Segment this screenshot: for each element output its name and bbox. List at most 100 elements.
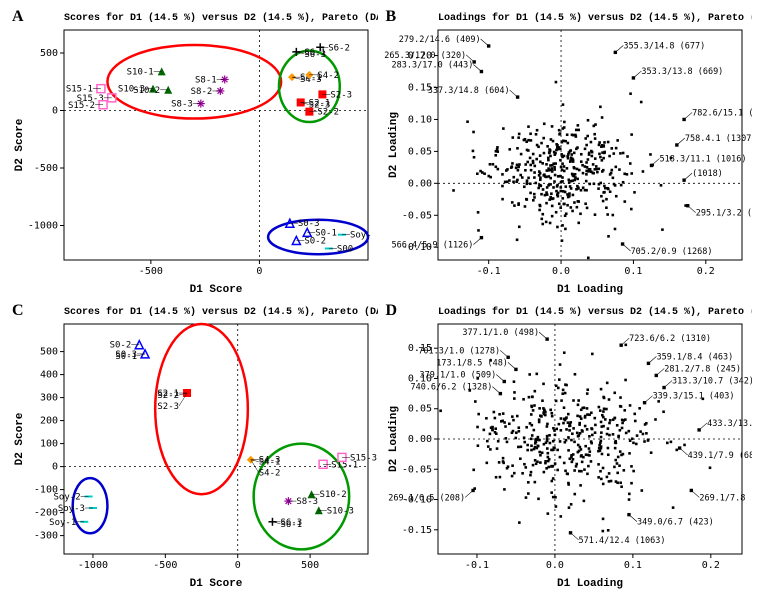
chart-b: Loadings for D1 (14.5 %) versus D2 (14.5… xyxy=(382,8,752,298)
svg-text:269.1/7.8 (206): 269.1/7.8 (206) xyxy=(699,493,752,503)
svg-text:0: 0 xyxy=(256,266,262,277)
svg-text:359.1/8.4 (463): 359.1/8.4 (463) xyxy=(656,352,733,362)
svg-text:Soy-3: Soy-3 xyxy=(58,504,85,514)
svg-text:S2-2: S2-2 xyxy=(317,108,339,118)
svg-text:723.6/6.2 (1310): 723.6/6.2 (1310) xyxy=(629,334,711,344)
chart-d: Loadings for D1 (14.5 %) versus D2 (14.5… xyxy=(382,302,752,592)
svg-text:355.3/14.8 (677): 355.3/14.8 (677) xyxy=(623,41,705,51)
panel-letter-a: A xyxy=(12,8,24,26)
svg-text:283.3/17.0 (443): 283.3/17.0 (443) xyxy=(391,61,473,71)
svg-text:D2 Loading: D2 Loading xyxy=(388,405,400,471)
svg-text:377.1/1.0 (498): 377.1/1.0 (498) xyxy=(462,328,539,338)
svg-text:400: 400 xyxy=(40,369,58,380)
svg-text:0: 0 xyxy=(235,560,241,571)
svg-text:S0-1: S0-1 xyxy=(115,351,137,361)
svg-text:S4-2: S4-2 xyxy=(259,468,281,478)
svg-text:D1 Score: D1 Score xyxy=(190,578,243,590)
svg-text:-500: -500 xyxy=(153,560,177,571)
svg-text:0.00: 0.00 xyxy=(407,178,431,189)
svg-text:349.0/6.7 (423): 349.0/6.7 (423) xyxy=(636,517,713,527)
svg-text:S8-3: S8-3 xyxy=(171,100,193,110)
svg-text:Loadings for D1 (14.5 %) versu: Loadings for D1 (14.5 %) versus D2 (14.5… xyxy=(438,12,752,24)
chart-c: Scores for D1 (14.5 %) versus D2 (14.5 %… xyxy=(8,302,378,592)
svg-text:D2 Loading: D2 Loading xyxy=(388,112,400,178)
svg-text:D2 Score: D2 Score xyxy=(14,118,26,171)
svg-text:0.10: 0.10 xyxy=(407,114,431,125)
panel-letter-b: B xyxy=(386,8,397,26)
svg-text:500: 500 xyxy=(40,346,58,357)
svg-text:701.3/1.0 (1278): 701.3/1.0 (1278) xyxy=(418,346,500,356)
svg-text:0.1: 0.1 xyxy=(624,266,642,277)
svg-text:-0.15: -0.15 xyxy=(401,524,431,535)
svg-text:Soy-: Soy- xyxy=(350,231,372,241)
svg-text:S2-3: S2-3 xyxy=(330,90,352,100)
panel-grid: A Scores for D1 (14.5 %) versus D2 (14.5… xyxy=(8,8,755,595)
svg-text:353.3/13.8 (669): 353.3/13.8 (669) xyxy=(641,67,723,77)
svg-text:Soy-2: Soy-2 xyxy=(54,492,81,502)
svg-text:0: 0 xyxy=(52,106,58,117)
svg-text:S0-2: S0-2 xyxy=(304,236,326,246)
svg-text:433.3/13.1 (853): 433.3/13.1 (853) xyxy=(707,418,752,428)
svg-text:0.0: 0.0 xyxy=(552,266,570,277)
svg-text:S2-2: S2-2 xyxy=(157,391,179,401)
svg-text:758.4.1 (1307): 758.4.1 (1307) xyxy=(684,134,751,144)
svg-text:-500: -500 xyxy=(139,266,163,277)
panel-letter-d: D xyxy=(386,302,398,320)
svg-text:D1 Loading: D1 Loading xyxy=(556,284,622,296)
svg-text:Soy-1: Soy-1 xyxy=(49,517,76,527)
svg-text:0.00: 0.00 xyxy=(407,434,431,445)
svg-text:S8-2: S8-2 xyxy=(191,87,213,97)
svg-text:Scores for D1 (14.5 %) versus: Scores for D1 (14.5 %) versus D2 (14.5 %… xyxy=(64,12,378,24)
svg-text:D2 Score: D2 Score xyxy=(14,412,26,465)
svg-text:S15-3: S15-3 xyxy=(350,453,377,463)
svg-text:S0-3: S0-3 xyxy=(298,219,320,229)
svg-text:S2-3: S2-3 xyxy=(157,402,179,412)
svg-text:705.2/0.9 (1268): 705.2/0.9 (1268) xyxy=(630,247,712,257)
svg-text:S6-2: S6-2 xyxy=(328,43,350,53)
panel-letter-c: C xyxy=(12,302,24,320)
svg-text:S10-2: S10-2 xyxy=(320,490,347,500)
svg-text:S8-3: S8-3 xyxy=(296,497,318,507)
svg-text:S4-2: S4-2 xyxy=(317,71,339,81)
svg-text:S8-1: S8-1 xyxy=(195,75,217,85)
svg-text:S10-2: S10-2 xyxy=(133,86,160,96)
svg-text:0.05: 0.05 xyxy=(407,403,431,414)
svg-text:S10-1: S10-1 xyxy=(127,67,154,77)
panel-b: B Loadings for D1 (14.5 %) versus D2 (14… xyxy=(382,8,756,302)
svg-text:S10-3: S10-3 xyxy=(327,506,354,516)
svg-text:0.2: 0.2 xyxy=(696,266,714,277)
svg-text:500: 500 xyxy=(40,48,58,59)
panel-a: A Scores for D1 (14.5 %) versus D2 (14.5… xyxy=(8,8,382,302)
svg-text:D1 Loading: D1 Loading xyxy=(556,578,622,590)
svg-text:173.1/8.5 (48): 173.1/8.5 (48) xyxy=(436,358,508,368)
chart-a: Scores for D1 (14.5 %) versus D2 (14.5 %… xyxy=(8,8,378,298)
svg-text:279.2/14.6 (409): 279.2/14.6 (409) xyxy=(398,35,480,45)
svg-text:339.3/15.1 (403): 339.3/15.1 (403) xyxy=(652,391,734,401)
svg-text:0: 0 xyxy=(52,461,58,472)
svg-text:0.1: 0.1 xyxy=(623,560,641,571)
svg-text:782.6/15.1 (1355): 782.6/15.1 (1355) xyxy=(692,108,752,118)
svg-text:S15-2: S15-2 xyxy=(68,101,95,111)
svg-text:313.3/10.7 (342): 313.3/10.7 (342) xyxy=(672,376,752,386)
svg-text:S00: S00 xyxy=(337,245,353,255)
svg-text:Scores for D1 (14.5 %) versus: Scores for D1 (14.5 %) versus D2 (14.5 %… xyxy=(64,306,378,318)
svg-text:518.3/11.1 (1016): 518.3/11.1 (1016) xyxy=(659,154,746,164)
svg-text:S6-3: S6-3 xyxy=(304,50,326,60)
svg-text:-0.05: -0.05 xyxy=(401,464,431,475)
svg-text:100: 100 xyxy=(40,438,58,449)
svg-text:D1 Score: D1 Score xyxy=(190,284,243,296)
svg-text:-0.1: -0.1 xyxy=(476,266,500,277)
svg-text:-300: -300 xyxy=(34,530,58,541)
svg-text:740.6/6.2 (1328): 740.6/6.2 (1328) xyxy=(410,382,492,392)
svg-text:566.4/5.9 (1126): 566.4/5.9 (1126) xyxy=(391,241,473,251)
svg-text:379.1/1.0 (509): 379.1/1.0 (509) xyxy=(419,370,496,380)
svg-text:500: 500 xyxy=(301,560,319,571)
svg-text:-0.05: -0.05 xyxy=(401,210,431,221)
svg-text:265.3/17.0 (320): 265.3/17.0 (320) xyxy=(384,51,466,61)
svg-text:S6-1: S6-1 xyxy=(280,519,302,529)
svg-text:269.1/6.5 (208): 269.1/6.5 (208) xyxy=(388,493,465,503)
svg-text:571.4/12.4 (1063): 571.4/12.4 (1063) xyxy=(578,535,665,545)
svg-text:(1018): (1018) xyxy=(692,169,723,179)
svg-text:295.1/3.2 (476): 295.1/3.2 (476) xyxy=(695,209,751,219)
svg-text:200: 200 xyxy=(40,415,58,426)
